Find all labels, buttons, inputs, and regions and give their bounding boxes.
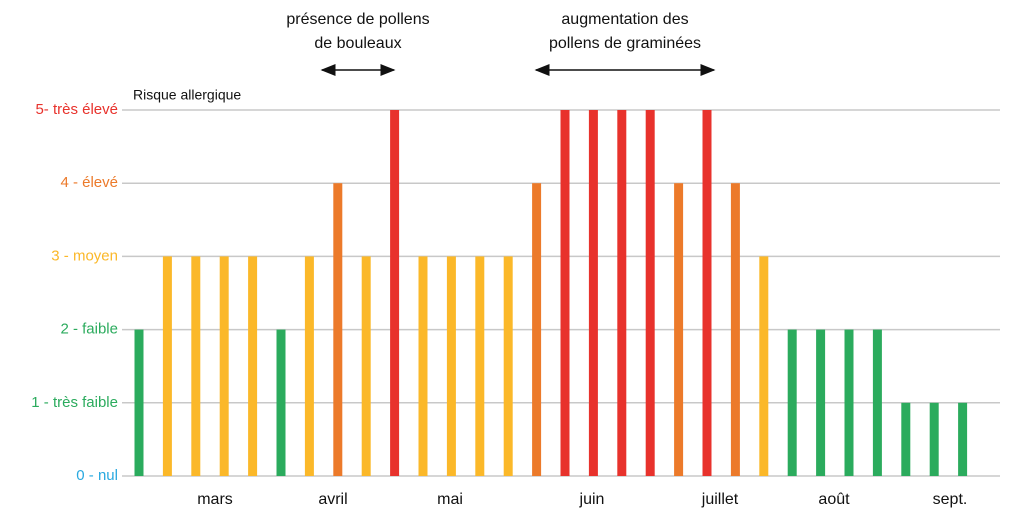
bar [446,256,456,476]
bar [730,183,740,476]
month-label: mai [437,491,463,508]
bar [645,110,655,476]
bar [333,183,343,476]
y-tick-label: 0 - nul [76,467,118,484]
bar [134,329,144,476]
bar [759,256,769,476]
y-tick-label: 2 - faible [60,321,118,338]
bar [532,183,542,476]
y-axis-label: Risque allergique [133,87,241,103]
month-label: avril [318,491,347,508]
bar [958,402,968,476]
annotation: pollens de graminées [549,35,701,52]
y-tick-label: 5- très élevé [35,101,118,118]
bar [560,110,570,476]
bar [588,110,598,476]
annotation: de bouleaux [314,35,401,52]
bar [816,329,826,476]
bar [219,256,229,476]
bar [901,402,911,476]
y-tick-label: 4 - élevé [60,174,118,191]
annotation: présence de pollens [286,11,429,28]
month-label: août [818,491,850,508]
bar [844,329,854,476]
bar [475,256,485,476]
y-tick-label: 3 - moyen [51,247,118,264]
bar [872,329,882,476]
month-label: mars [197,491,233,508]
bar [162,256,172,476]
bar [361,256,371,476]
bar [248,256,258,476]
bar [304,256,314,476]
month-label: juillet [701,491,739,508]
bar [787,329,797,476]
bar [702,110,712,476]
bar [674,183,684,476]
annotation: augmentation des [561,11,688,28]
bar [617,110,627,476]
bar [929,402,939,476]
bar [503,256,513,476]
bar [276,329,286,476]
bar [418,256,428,476]
bar [390,110,400,476]
month-label: sept. [933,491,968,508]
bar [191,256,201,476]
y-tick-label: 1 - très faible [31,394,118,411]
month-label: juin [579,491,605,508]
